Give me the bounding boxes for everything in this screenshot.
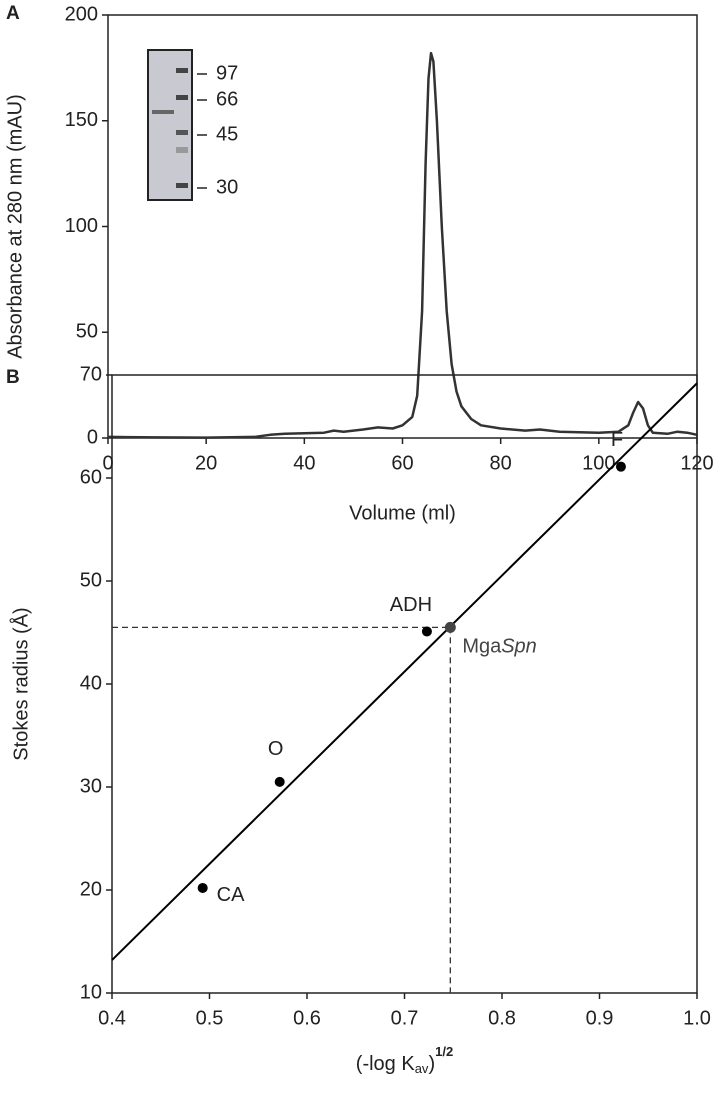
- gel-label: 30: [216, 176, 238, 198]
- gel-band: [152, 110, 174, 114]
- x-axis-label: (-log Kav)1/2: [356, 1044, 453, 1076]
- y-tick-label: 10: [80, 981, 102, 1003]
- gel-label: 97: [216, 62, 238, 84]
- x-tick-label: 0: [102, 452, 113, 474]
- x-tick-label: 0.8: [488, 1007, 516, 1029]
- standard-point: [421, 626, 432, 637]
- y-tick-label: 200: [65, 3, 98, 25]
- y-tick-label: 50: [76, 321, 98, 343]
- y-tick-label: 60: [80, 466, 102, 488]
- y-axis-label: Absorbance at 280 nm (mAU): [4, 94, 26, 359]
- y-tick-label: 20: [80, 878, 102, 900]
- fit-line: [111, 382, 698, 961]
- gel-band: [176, 130, 188, 135]
- x-tick-label: 0.6: [293, 1007, 321, 1029]
- x-tick-label: 40: [293, 452, 315, 474]
- y-tick-label: 70: [80, 363, 102, 385]
- y-tick-label: 150: [65, 109, 98, 131]
- standard-point: [615, 461, 626, 472]
- point-label: ADH: [390, 594, 432, 616]
- x-axis-label-part: (-log K: [356, 1053, 416, 1075]
- y-tick-label: 100: [65, 215, 98, 237]
- standard-point: [197, 882, 208, 893]
- x-tick-label: 0.5: [196, 1007, 224, 1029]
- x-tick-label: 0.9: [586, 1007, 614, 1029]
- x-tick-label: 60: [391, 452, 413, 474]
- sample-label: MgaSpn: [462, 636, 537, 658]
- x-tick-label: 1.0: [683, 1007, 711, 1029]
- x-axis-label: Volume (ml): [349, 502, 456, 524]
- gel-band: [176, 68, 188, 73]
- x-tick-label: 100: [582, 452, 615, 474]
- x-axis-label-part: ): [428, 1053, 435, 1075]
- x-axis-label-part: 1/2: [435, 1044, 453, 1059]
- sample-label-part: Spn: [501, 636, 537, 658]
- y-tick-label: 0: [87, 426, 98, 448]
- gel-label: 66: [216, 88, 238, 110]
- standard-point: [274, 776, 285, 787]
- gel-band: [176, 95, 188, 100]
- y-axis-label: Stokes radius (Å): [9, 607, 32, 760]
- x-tick-label: 80: [490, 452, 512, 474]
- panel-label: B: [6, 367, 20, 388]
- panel-label: A: [6, 3, 20, 24]
- point-label: F: [611, 429, 623, 451]
- x-tick-label: 20: [195, 452, 217, 474]
- gel-inset: 97 66 45 30: [147, 49, 238, 201]
- gel-band: [176, 147, 188, 153]
- point-label: O: [268, 738, 284, 760]
- x-axis-label-part: av: [415, 1061, 429, 1076]
- gel-label: 45: [216, 123, 238, 145]
- x-tick-label: 0.4: [98, 1007, 126, 1029]
- y-tick-label: 30: [80, 775, 102, 797]
- gel-band: [176, 183, 188, 188]
- sample-point: [444, 621, 456, 633]
- y-tick-label: 40: [80, 672, 102, 694]
- x-tick-label: 0.7: [391, 1007, 419, 1029]
- gel: [147, 49, 193, 201]
- y-tick-label: 50: [80, 569, 102, 591]
- sample-label-part: Mga: [462, 636, 502, 658]
- point-label: CA: [217, 884, 245, 906]
- chromatogram-line: [107, 51, 698, 439]
